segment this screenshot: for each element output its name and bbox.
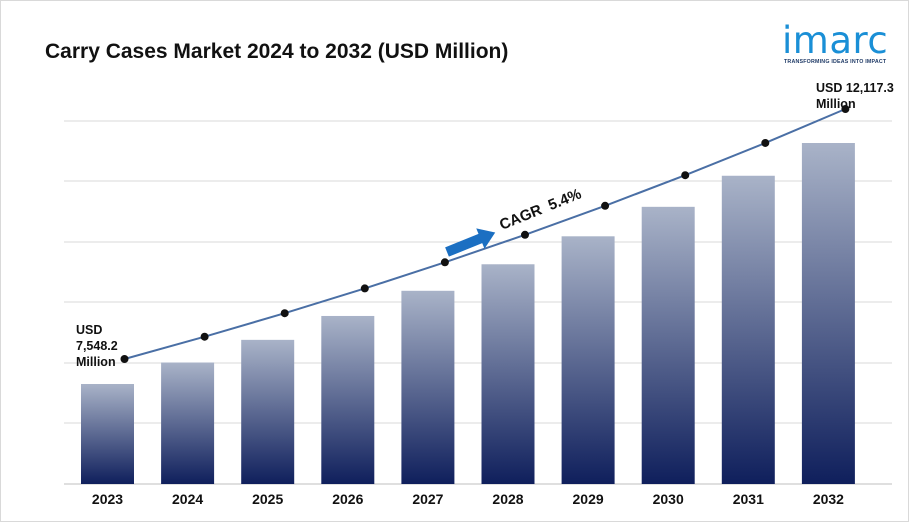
trend-point-2030 (681, 171, 690, 180)
x-tick-2027: 2027 (412, 491, 443, 507)
trend-point-2028 (521, 230, 529, 239)
end-value-label-line: USD 12,117.3 (816, 81, 894, 95)
bar-2023 (81, 384, 134, 484)
start-value-label-line: USD (76, 323, 102, 337)
trend-point-2026 (360, 284, 369, 293)
bar-2025 (241, 339, 295, 484)
imarc-logo: imarc TRANSFORMING IDEAS INTO IMPACT (782, 14, 894, 68)
trend-point-2029 (601, 201, 610, 210)
x-tick-2029: 2029 (573, 491, 604, 507)
trend-point-2027 (440, 258, 449, 267)
cagr-label: CAGR 5.4% (497, 185, 584, 233)
x-tick-2024: 2024 (172, 491, 203, 507)
bar-2029 (561, 236, 615, 484)
logo-tagline: TRANSFORMING IDEAS INTO IMPACT (784, 59, 887, 65)
trend-point-2023 (120, 355, 129, 363)
bar-2028 (481, 264, 535, 484)
trend-line-group (120, 105, 850, 363)
start-value-label-line: 7,548.2 (76, 339, 118, 353)
bar-2026 (321, 315, 375, 484)
start-value-label-line: Million (76, 355, 116, 369)
bar-2030 (641, 206, 695, 484)
trend-point-2032 (841, 105, 850, 113)
x-tick-2030: 2030 (653, 491, 684, 507)
bar-2027 (401, 290, 455, 484)
trend-point-2024 (200, 332, 209, 341)
x-tick-2031: 2031 (733, 491, 764, 507)
chart-title: Carry Cases Market 2024 to 2032 (USD Mil… (45, 40, 509, 63)
trend-point-2025 (280, 309, 289, 318)
x-tick-2026: 2026 (332, 491, 363, 507)
x-tick-2023: 2023 (92, 491, 123, 507)
x-tick-2025: 2025 (252, 491, 283, 507)
cagr-arrow-icon (445, 228, 496, 257)
bar-2024 (161, 362, 215, 484)
bar-2032 (801, 143, 855, 484)
logo-wordmark: imarc (782, 19, 889, 62)
bar-2031 (721, 175, 775, 484)
end-value-label-line: Million (816, 97, 856, 111)
x-tick-2032: 2032 (813, 491, 844, 507)
x-tick-labels: 2023 2024 2025 2026 2027 2028 2029 2030 2031 2032 (92, 491, 844, 507)
trend-line (124, 108, 846, 360)
x-tick-2028: 2028 (492, 491, 523, 507)
trend-point-2031 (761, 138, 770, 147)
bars (81, 143, 855, 484)
